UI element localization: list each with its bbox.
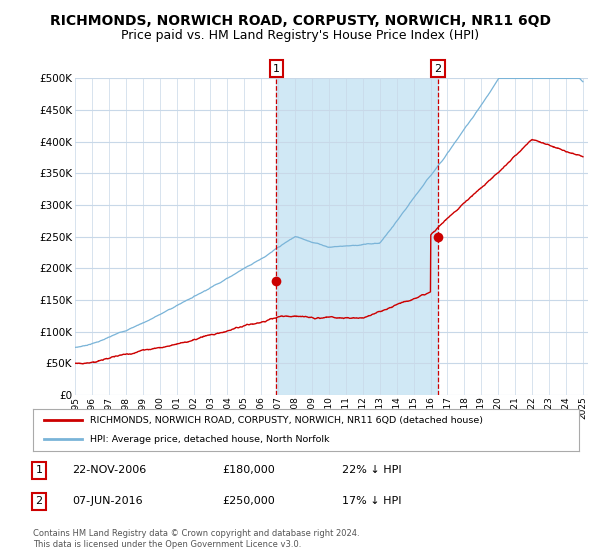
Text: HPI: Average price, detached house, North Norfolk: HPI: Average price, detached house, Nort… — [91, 435, 330, 444]
Text: Price paid vs. HM Land Registry's House Price Index (HPI): Price paid vs. HM Land Registry's House … — [121, 29, 479, 42]
Text: 22% ↓ HPI: 22% ↓ HPI — [342, 465, 401, 475]
Text: 17% ↓ HPI: 17% ↓ HPI — [342, 496, 401, 506]
Text: 2: 2 — [434, 64, 442, 74]
Text: RICHMONDS, NORWICH ROAD, CORPUSTY, NORWICH, NR11 6QD (detached house): RICHMONDS, NORWICH ROAD, CORPUSTY, NORWI… — [91, 416, 484, 424]
Text: 2: 2 — [35, 496, 43, 506]
Text: 1: 1 — [35, 465, 43, 475]
Text: Contains HM Land Registry data © Crown copyright and database right 2024.
This d: Contains HM Land Registry data © Crown c… — [33, 529, 359, 549]
Text: £250,000: £250,000 — [222, 496, 275, 506]
Text: 22-NOV-2006: 22-NOV-2006 — [72, 465, 146, 475]
Text: RICHMONDS, NORWICH ROAD, CORPUSTY, NORWICH, NR11 6QD: RICHMONDS, NORWICH ROAD, CORPUSTY, NORWI… — [49, 14, 551, 28]
Text: £180,000: £180,000 — [222, 465, 275, 475]
Bar — [277, 78, 438, 395]
Text: 1: 1 — [273, 64, 280, 74]
Text: 07-JUN-2016: 07-JUN-2016 — [72, 496, 143, 506]
